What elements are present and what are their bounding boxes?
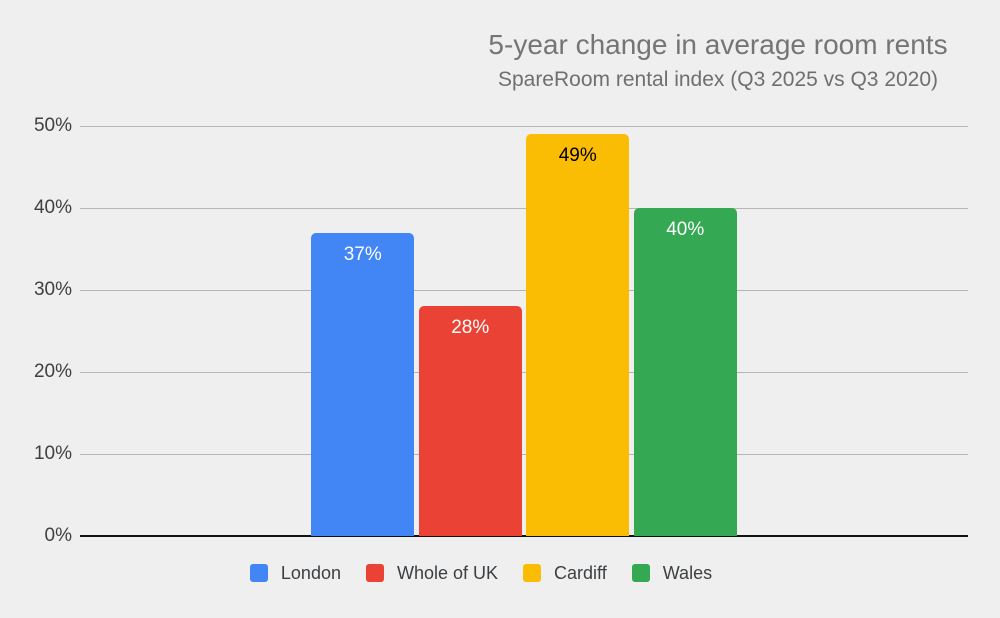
legend-item-whole-of-uk: Whole of UK [365,561,499,585]
legend-swatch-icon-whole-of-uk [365,564,384,582]
legend-item-cardiff: Cardiff [523,561,607,585]
bar-cardiff: 49% [526,134,630,536]
gridline-50pct [80,126,968,127]
bar-value-label-whole-of-uk: 28% [451,317,490,339]
bar-value-label-london: 37% [343,243,382,265]
gridline-20pct [80,372,968,373]
y-axis-tick-30pct: 30% [33,279,72,300]
legend: London Whole of UK Cardiff Wales [0,561,962,585]
y-axis-tick-40pct: 40% [33,197,72,218]
y-axis-tick-20pct: 20% [33,361,72,382]
legend-label-london: London [280,563,341,583]
bar-value-label-wales: 40% [666,219,705,240]
gridline-10pct [80,454,968,455]
y-axis-tick-50pct: 50% [33,115,72,136]
gridline-40pct [80,208,968,209]
legend-label-wales: Wales [662,563,713,583]
chart-title: 5-year change in average room rents [488,29,948,60]
gridline-0pct [80,535,968,537]
bar-london: 37% [311,232,415,536]
bar-wales: 40% [633,208,737,536]
bar-whole-of-uk: 28% [418,306,522,536]
legend-swatch-icon-london [249,564,268,582]
y-axis-tick-0pct: 0% [44,525,72,546]
y-axis-tick-10pct: 10% [33,443,72,464]
bar-value-label-cardiff: 49% [558,145,597,167]
legend-label-whole-of-uk: Whole of UK [396,563,499,583]
legend-label-cardiff: Cardiff [554,563,607,583]
plot-area: 0% 10% 20% 30% 40% 50% 37% 28% 49% 40% [34,115,968,546]
legend-swatch-icon-cardiff [523,564,542,582]
legend-item-wales: Wales [631,561,713,585]
gridline-30pct [80,290,968,291]
legend-item-london: London [249,561,341,585]
legend-swatch-icon-wales [631,564,650,582]
chart-subtitle: SpareRoom rental index (Q3 2025 vs Q3 20… [497,68,939,91]
